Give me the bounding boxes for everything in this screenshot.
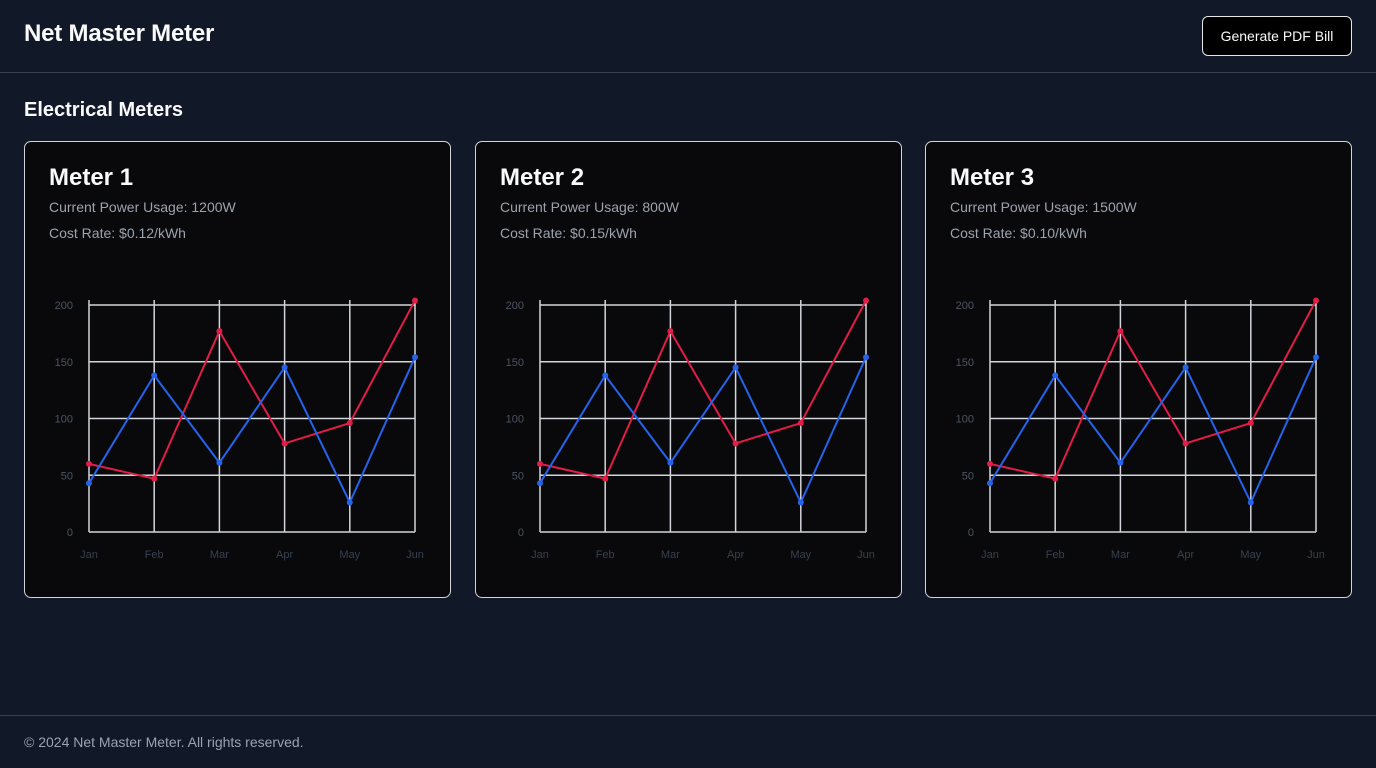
series-line-0 xyxy=(539,299,867,480)
y-tick-label: 0 xyxy=(968,527,974,539)
series-point-0 xyxy=(1247,420,1254,427)
x-tick-label: Feb xyxy=(596,549,615,561)
y-tick-label: 200 xyxy=(956,300,974,312)
x-tick-label: May xyxy=(339,549,360,561)
series-point-0 xyxy=(602,475,609,482)
x-tick-label: Jun xyxy=(406,549,424,561)
y-tick-label: 150 xyxy=(55,357,73,369)
x-tick-label: Jan xyxy=(80,549,98,561)
x-tick-label: Jan xyxy=(531,549,549,561)
series-point-0 xyxy=(1182,440,1189,447)
meter-power-usage: Current Power Usage: 800W xyxy=(500,199,679,215)
series-point-0 xyxy=(863,297,869,304)
series-point-1 xyxy=(602,372,609,379)
meter-name: Meter 1 xyxy=(49,164,134,191)
series-point-0 xyxy=(732,440,739,447)
series-point-1 xyxy=(1313,354,1319,361)
meter-cost-rate: Cost Rate: $0.10/kWh xyxy=(950,225,1087,241)
series-point-1 xyxy=(797,499,804,506)
x-tick-label: Feb xyxy=(145,549,164,561)
meter-card-1: Meter 1 Current Power Usage: 1200W Cost … xyxy=(24,141,451,598)
x-tick-label: May xyxy=(1240,549,1261,561)
series-point-0 xyxy=(281,440,288,447)
meter-cost-rate: Cost Rate: $0.12/kWh xyxy=(49,225,186,241)
x-tick-label: Mar xyxy=(661,549,680,561)
meter-card-3: Meter 3 Current Power Usage: 1500W Cost … xyxy=(925,141,1352,598)
meter-power-usage: Current Power Usage: 1500W xyxy=(950,199,1137,215)
series-point-0 xyxy=(86,460,92,467)
series-point-1 xyxy=(732,364,739,371)
series-point-0 xyxy=(987,460,993,467)
series-point-1 xyxy=(863,354,869,361)
series-point-1 xyxy=(216,459,223,466)
y-tick-label: 150 xyxy=(506,357,524,369)
series-point-0 xyxy=(797,420,804,427)
y-tick-label: 50 xyxy=(962,470,974,482)
series-point-0 xyxy=(667,328,674,335)
x-tick-label: Mar xyxy=(210,549,229,561)
series-line-0 xyxy=(88,299,416,480)
y-tick-label: 0 xyxy=(518,527,524,539)
meter-2-usage-chart: 0 50 100 150 200 Jan Feb Mar Apr May Jun xyxy=(506,297,875,561)
y-tick-label: 200 xyxy=(506,300,524,312)
series-point-1 xyxy=(537,480,543,487)
series-line-1 xyxy=(539,356,867,504)
series-point-1 xyxy=(412,354,418,361)
y-tick-label: 0 xyxy=(67,527,73,539)
meter-name: Meter 3 xyxy=(950,164,1035,191)
x-tick-label: Apr xyxy=(1177,549,1194,561)
series-point-0 xyxy=(1117,328,1124,335)
app-title: Net Master Meter xyxy=(24,20,215,47)
app-footer: © 2024 Net Master Meter. All rights rese… xyxy=(0,715,1376,768)
x-tick-label: Jun xyxy=(1307,549,1325,561)
x-tick-label: May xyxy=(790,549,811,561)
x-tick-label: Feb xyxy=(1046,549,1065,561)
series-point-0 xyxy=(1313,297,1319,304)
series-line-0 xyxy=(989,299,1317,480)
series-point-0 xyxy=(537,460,543,467)
y-tick-label: 100 xyxy=(956,414,974,426)
x-tick-label: Mar xyxy=(1111,549,1130,561)
meter-card-2: Meter 2 Current Power Usage: 800W Cost R… xyxy=(475,141,902,598)
series-point-1 xyxy=(1182,364,1189,371)
series-point-0 xyxy=(151,475,158,482)
meter-3-usage-chart: 0 50 100 150 200 Jan Feb Mar Apr May Jun xyxy=(956,297,1325,561)
series-line-1 xyxy=(989,356,1317,504)
series-point-1 xyxy=(667,459,674,466)
x-tick-label: Jun xyxy=(857,549,875,561)
meter-name: Meter 2 xyxy=(500,164,585,191)
y-tick-label: 150 xyxy=(956,357,974,369)
meter-1-usage-chart: 0 50 100 150 200 Jan Feb Mar Apr May Jun xyxy=(55,297,424,561)
section-title: Electrical Meters xyxy=(24,99,183,121)
series-point-1 xyxy=(86,480,92,487)
y-tick-label: 100 xyxy=(55,414,73,426)
generate-pdf-bill-button[interactable]: Generate PDF Bill xyxy=(1202,16,1352,56)
y-tick-label: 50 xyxy=(61,470,73,482)
x-tick-label: Apr xyxy=(276,549,293,561)
series-line-1 xyxy=(88,356,416,504)
series-point-0 xyxy=(1052,475,1059,482)
x-tick-label: Apr xyxy=(727,549,744,561)
series-point-1 xyxy=(987,480,993,487)
series-point-0 xyxy=(346,420,353,427)
series-point-1 xyxy=(1117,459,1124,466)
series-point-1 xyxy=(151,372,158,379)
series-point-0 xyxy=(412,297,418,304)
meter-cost-rate: Cost Rate: $0.15/kWh xyxy=(500,225,637,241)
app-header: Net Master Meter Generate PDF Bill xyxy=(0,0,1376,73)
copyright-text: © 2024 Net Master Meter. All rights rese… xyxy=(24,734,304,750)
meter-power-usage: Current Power Usage: 1200W xyxy=(49,199,236,215)
series-point-1 xyxy=(1247,499,1254,506)
series-point-0 xyxy=(216,328,223,335)
y-tick-label: 100 xyxy=(506,414,524,426)
y-tick-label: 50 xyxy=(512,470,524,482)
series-point-1 xyxy=(1052,372,1059,379)
series-point-1 xyxy=(346,499,353,506)
x-tick-label: Jan xyxy=(981,549,999,561)
y-tick-label: 200 xyxy=(55,300,73,312)
series-point-1 xyxy=(281,364,288,371)
